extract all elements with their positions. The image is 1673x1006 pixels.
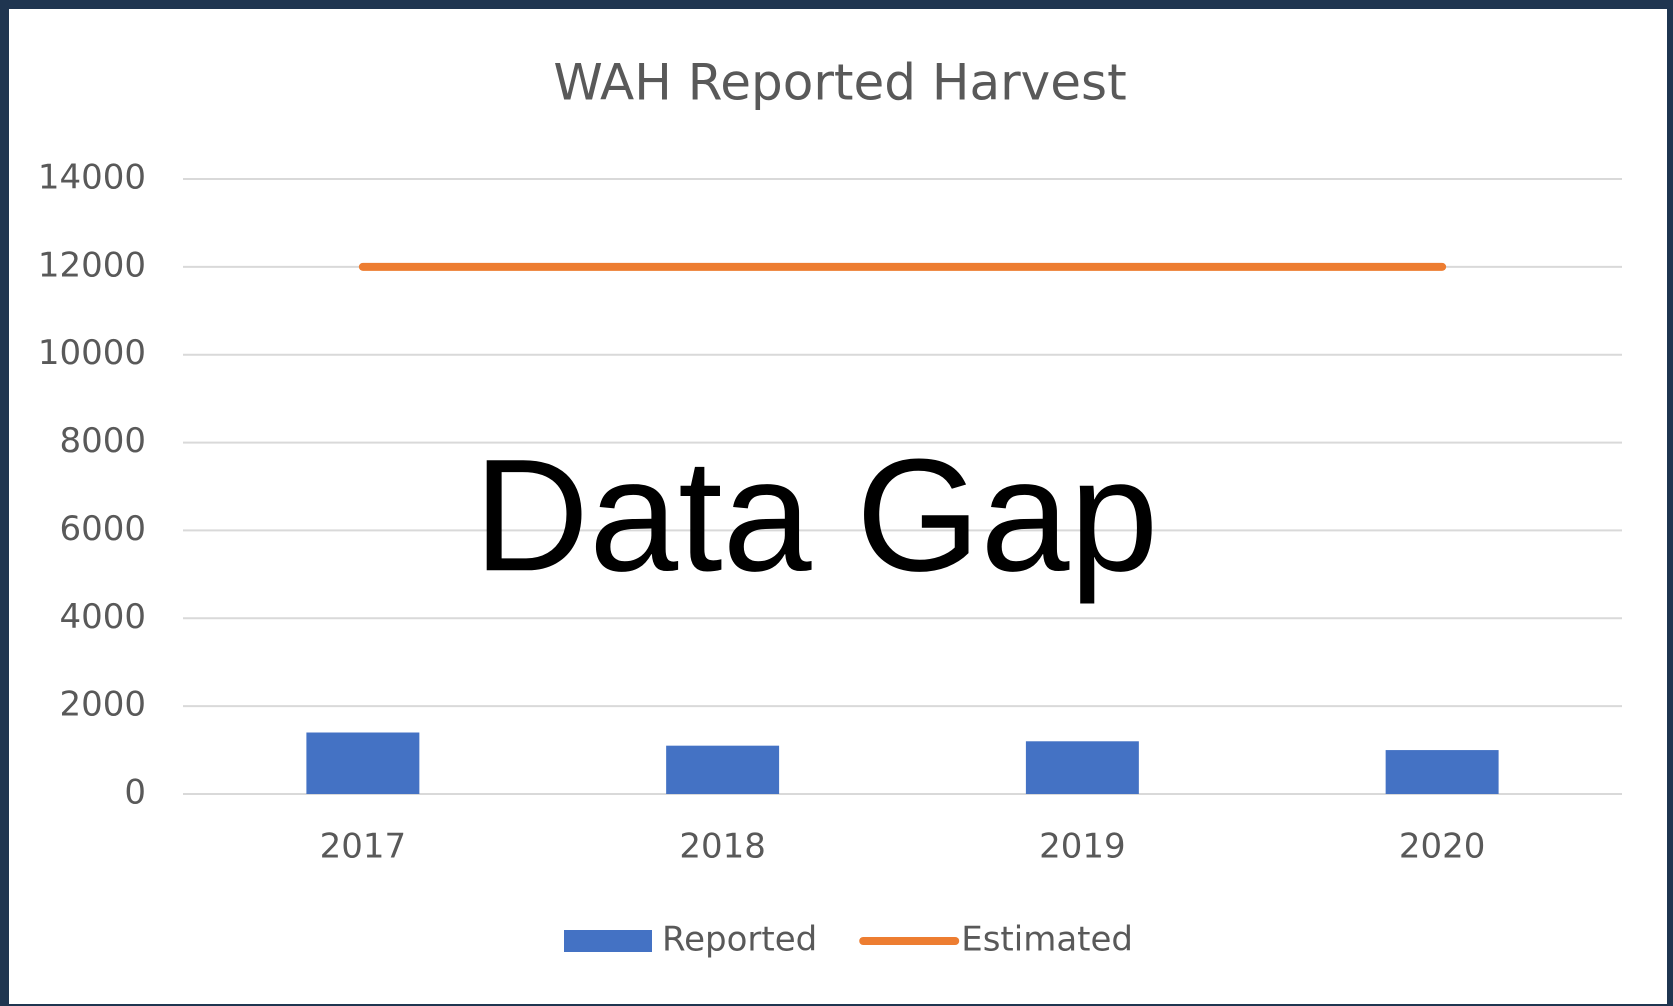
chart-title: WAH Reported Harvest xyxy=(553,54,1126,112)
y-tick-label: 8000 xyxy=(59,421,146,461)
bar xyxy=(1385,750,1499,794)
x-tick-label: 2018 xyxy=(679,827,766,867)
chart-area xyxy=(9,9,1667,1004)
y-tick-label: 12000 xyxy=(38,245,146,285)
y-tick-label: 10000 xyxy=(38,333,146,373)
bar xyxy=(666,745,780,794)
legend-label: Reported xyxy=(662,920,817,960)
annotation: Data Gap xyxy=(474,425,1159,604)
y-tick-label: 2000 xyxy=(59,685,146,725)
x-tick-label: 2017 xyxy=(320,827,407,867)
legend-label: Estimated xyxy=(961,920,1133,960)
x-tick-label: 2020 xyxy=(1399,827,1486,867)
y-tick-label: 14000 xyxy=(38,158,146,198)
y-tick-label: 0 xyxy=(124,773,146,813)
y-tick-label: 6000 xyxy=(59,509,146,549)
y-tick-label: 4000 xyxy=(59,597,146,637)
x-tick-label: 2019 xyxy=(1039,827,1126,867)
bar xyxy=(1025,741,1139,794)
legend-swatch xyxy=(564,930,652,952)
bar xyxy=(306,732,420,794)
